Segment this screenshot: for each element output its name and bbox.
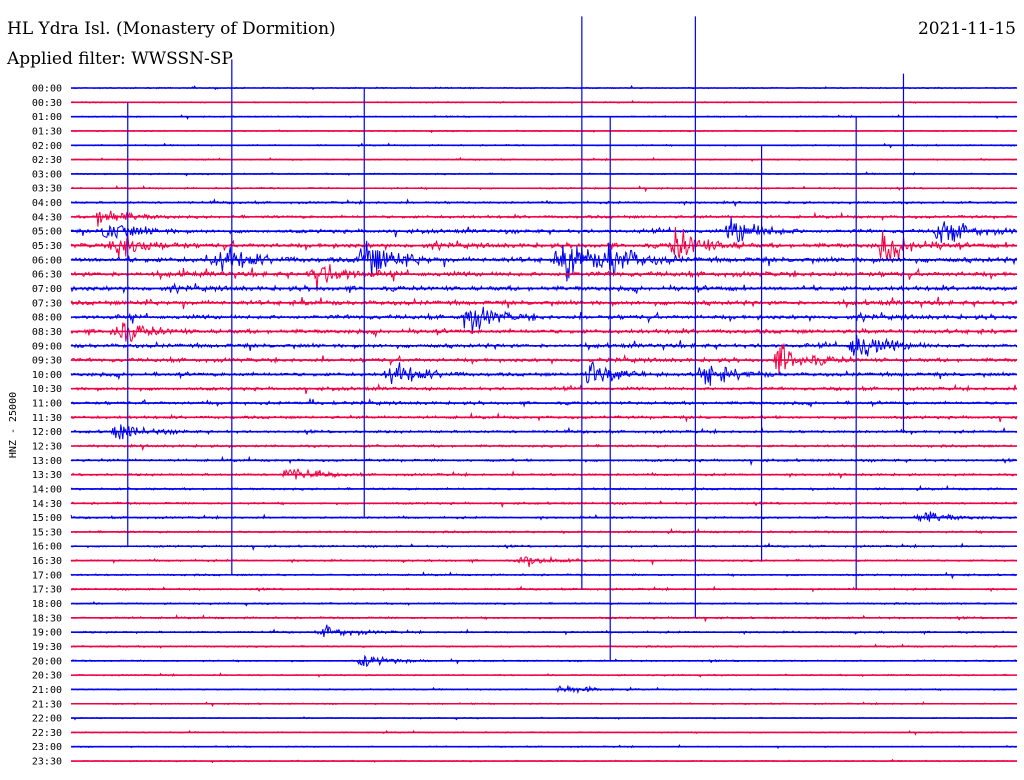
- filter-label: Applied filter: WWSSN-SP: [7, 49, 233, 69]
- trace-row: [70, 511, 1018, 522]
- time-label: 18:00: [32, 599, 62, 610]
- time-label: 21:30: [32, 699, 62, 710]
- trace-row: [70, 624, 1018, 637]
- time-label: 01:30: [32, 126, 62, 137]
- time-label: 19:30: [32, 642, 62, 653]
- time-label: 08:00: [32, 313, 62, 324]
- time-label: 16:00: [32, 542, 62, 553]
- time-label: 22:30: [32, 728, 62, 739]
- time-label: 15:00: [32, 513, 62, 524]
- time-label: 12:30: [32, 442, 62, 453]
- time-label: 21:00: [32, 685, 62, 696]
- time-label: 00:00: [32, 84, 62, 95]
- station-title: HL Ydra Isl. (Monastery of Dormition): [7, 19, 336, 39]
- time-label: 11:30: [32, 413, 62, 424]
- time-label: 07:00: [32, 284, 62, 295]
- y-axis-label: HNZ - 25000: [8, 392, 19, 458]
- time-label: 17:30: [32, 585, 62, 596]
- time-label: 10:30: [32, 384, 62, 395]
- time-label: 14:30: [32, 499, 62, 510]
- trace-layer: [70, 84, 1018, 764]
- time-label: 16:30: [32, 556, 62, 567]
- trace-row: [70, 322, 1018, 343]
- trace-row: [70, 240, 1018, 282]
- time-label: 23:00: [32, 742, 62, 753]
- time-label: 06:00: [32, 255, 62, 266]
- trace-row: [70, 306, 1018, 333]
- trace-row: [70, 335, 1018, 357]
- time-label: 03:00: [32, 169, 62, 180]
- time-label: 07:30: [32, 298, 62, 309]
- time-labels: 00:00 00:30 01:00 01:30 02:00 02:30 03:00 03:30…: [32, 84, 62, 768]
- time-label: 05:00: [32, 227, 62, 238]
- time-label: 11:00: [32, 399, 62, 410]
- time-label: 22:00: [32, 714, 62, 725]
- date-label: 2021-11-15: [917, 19, 1016, 39]
- time-label: 15:30: [32, 527, 62, 538]
- trace-row: [70, 227, 1018, 261]
- time-label: 17:00: [32, 570, 62, 581]
- time-label: 04:00: [32, 198, 62, 209]
- time-label: 20:30: [32, 671, 62, 682]
- trace-row: [70, 217, 1018, 243]
- time-label: 23:30: [32, 757, 62, 768]
- time-label: 18:30: [32, 613, 62, 624]
- time-label: 03:30: [32, 184, 62, 195]
- time-label: 20:00: [32, 656, 62, 667]
- time-label: 01:00: [32, 112, 62, 123]
- time-label: 04:30: [32, 212, 62, 223]
- time-label: 02:00: [32, 141, 62, 152]
- time-label: 13:00: [32, 456, 62, 467]
- time-label: 05:30: [32, 241, 62, 252]
- trace-row: [70, 210, 1018, 227]
- time-label: 06:30: [32, 270, 62, 281]
- time-label: 12:00: [32, 427, 62, 438]
- spike-layer: [127, 16, 905, 661]
- time-label: 13:30: [32, 470, 62, 481]
- time-label: 02:30: [32, 155, 62, 166]
- time-label: 09:30: [32, 356, 62, 367]
- time-label: 14:00: [32, 484, 62, 495]
- time-label: 10:00: [32, 370, 62, 381]
- time-label: 00:30: [32, 98, 62, 109]
- time-label: 19:00: [32, 628, 62, 639]
- time-label: 08:30: [32, 327, 62, 338]
- trace-row: [70, 555, 1018, 568]
- time-label: 09:00: [32, 341, 62, 352]
